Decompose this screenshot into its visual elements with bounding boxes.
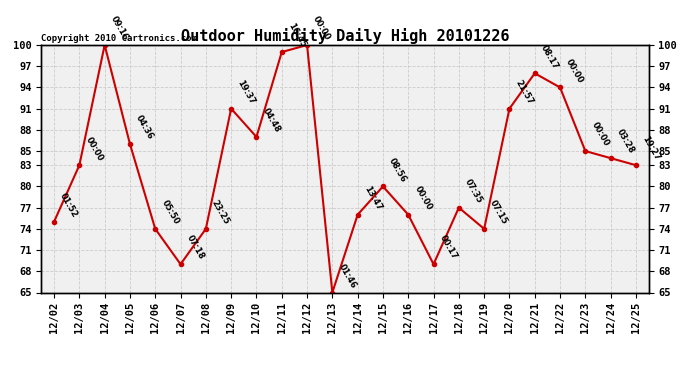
- Text: 07:18: 07:18: [185, 234, 206, 261]
- Text: 00:00: 00:00: [83, 135, 104, 162]
- Text: 19:37: 19:37: [235, 78, 257, 106]
- Text: Copyright 2010 Cartronics.com: Copyright 2010 Cartronics.com: [41, 33, 197, 42]
- Text: 09:16: 09:16: [109, 15, 130, 42]
- Text: 23:25: 23:25: [210, 198, 231, 226]
- Text: 19:27: 19:27: [640, 135, 661, 162]
- Text: 05:50: 05:50: [159, 198, 181, 226]
- Text: 16:45: 16:45: [286, 21, 307, 49]
- Text: 07:35: 07:35: [463, 177, 484, 205]
- Text: 00:00: 00:00: [589, 121, 611, 148]
- Text: 03:28: 03:28: [615, 128, 636, 155]
- Text: 00:00: 00:00: [413, 184, 433, 212]
- Text: 00:00: 00:00: [311, 15, 332, 42]
- Text: 08:56: 08:56: [387, 156, 408, 184]
- Text: 07:15: 07:15: [489, 198, 509, 226]
- Text: 01:52: 01:52: [58, 191, 79, 219]
- Text: 01:46: 01:46: [337, 262, 357, 290]
- Text: 00:17: 00:17: [437, 234, 459, 261]
- Text: 04:48: 04:48: [261, 106, 282, 134]
- Text: 08:17: 08:17: [539, 43, 560, 70]
- Title: Outdoor Humidity Daily High 20101226: Outdoor Humidity Daily High 20101226: [181, 28, 509, 44]
- Text: 13:47: 13:47: [362, 184, 383, 212]
- Text: 04:36: 04:36: [134, 114, 155, 141]
- Text: 21:57: 21:57: [513, 78, 535, 106]
- Text: 00:00: 00:00: [564, 57, 585, 85]
